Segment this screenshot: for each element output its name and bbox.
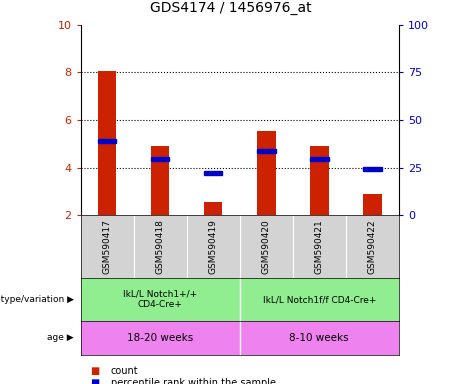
Text: GSM590422: GSM590422 bbox=[368, 219, 377, 274]
Text: 18-20 weeks: 18-20 weeks bbox=[127, 333, 193, 343]
Text: age ▶: age ▶ bbox=[47, 333, 74, 343]
Text: GSM590421: GSM590421 bbox=[315, 219, 324, 274]
Bar bbox=[151, 157, 170, 161]
Text: GDS4174 / 1456976_at: GDS4174 / 1456976_at bbox=[150, 2, 311, 15]
Text: GSM590418: GSM590418 bbox=[156, 219, 165, 274]
Text: percentile rank within the sample: percentile rank within the sample bbox=[111, 378, 276, 384]
Bar bbox=[204, 202, 223, 215]
Bar bbox=[98, 139, 117, 143]
Bar bbox=[151, 146, 170, 215]
Bar bbox=[257, 149, 276, 153]
Bar bbox=[363, 167, 382, 171]
Bar bbox=[204, 171, 223, 175]
Text: IkL/L Notch1+/+
CD4-Cre+: IkL/L Notch1+/+ CD4-Cre+ bbox=[123, 290, 197, 309]
Text: ■: ■ bbox=[90, 378, 99, 384]
Text: GSM590417: GSM590417 bbox=[103, 219, 112, 274]
Text: GSM590420: GSM590420 bbox=[262, 219, 271, 274]
Bar bbox=[98, 71, 117, 215]
Text: ■: ■ bbox=[90, 366, 99, 376]
Bar bbox=[310, 157, 329, 161]
Text: GSM590419: GSM590419 bbox=[209, 219, 218, 274]
Bar bbox=[257, 131, 276, 215]
Text: count: count bbox=[111, 366, 138, 376]
Text: 8-10 weeks: 8-10 weeks bbox=[290, 333, 349, 343]
Bar bbox=[310, 146, 329, 215]
Bar bbox=[363, 194, 382, 215]
Text: genotype/variation ▶: genotype/variation ▶ bbox=[0, 295, 74, 304]
Text: IkL/L Notch1f/f CD4-Cre+: IkL/L Notch1f/f CD4-Cre+ bbox=[263, 295, 376, 304]
